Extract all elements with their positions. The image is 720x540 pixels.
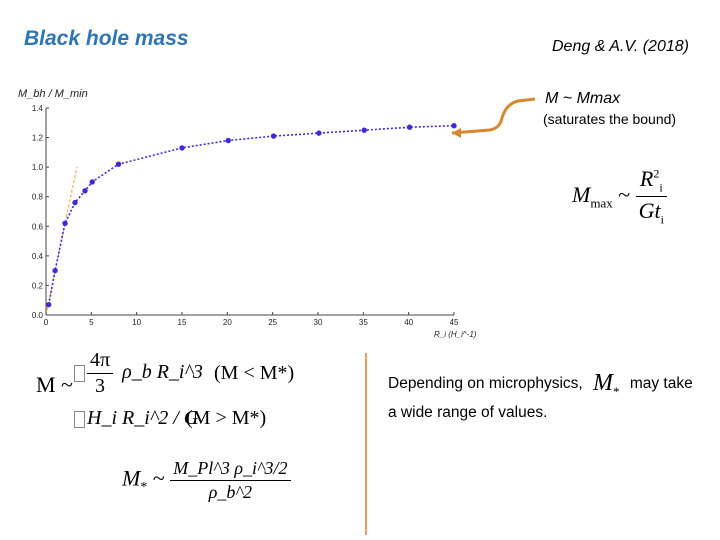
- annotation-note: (saturates the bound): [543, 111, 676, 127]
- data-point: [82, 188, 87, 193]
- y-tick-label: 0.8: [32, 193, 44, 202]
- x-tick-label: 30: [314, 318, 323, 327]
- chart-axes: [46, 108, 454, 315]
- note-text: Depending on microphysics, M* may take a…: [388, 373, 703, 423]
- mmax-sim: ~: [618, 182, 630, 207]
- mstar-formula: M* ~ M_Pl^3 ρ_i^3/2ρ_b^2: [122, 458, 291, 503]
- note-prefix: Depending on microphysics,: [388, 375, 583, 392]
- piecewise-lhs: M ~: [36, 372, 73, 398]
- mmax-fraction: R2i Gti: [636, 166, 667, 228]
- y-tick-label: 0.0: [32, 311, 44, 320]
- case2-expr: H_i R_i^2 / G: [87, 407, 198, 429]
- data-point: [271, 133, 276, 138]
- chart: 0 5 10 15 20 25 30 35 40 45 0.0 0.2 0.4 0.6 0.8 1.0 1.2 1…: [0, 0, 720, 540]
- mmax-lhs: M: [572, 182, 590, 207]
- x-tick-label: 10: [132, 318, 141, 327]
- case1-condition: (M < M*): [214, 362, 294, 385]
- series-line: [49, 126, 454, 305]
- data-point: [90, 179, 95, 184]
- case1-expr: ρ_b R_i^3: [122, 361, 203, 383]
- data-point: [179, 145, 184, 150]
- data-point: [451, 123, 456, 128]
- annotation-main: M ~ Mmax: [545, 90, 620, 108]
- y-tick-label: 1.2: [32, 134, 44, 143]
- data-point: [72, 200, 77, 205]
- data-point: [62, 221, 67, 226]
- x-tick-label: 40: [404, 318, 413, 327]
- x-tick-label: 5: [89, 318, 94, 327]
- y-tick-label: 0.6: [32, 222, 44, 231]
- data-point: [407, 125, 412, 130]
- mstar-symbol: M*: [593, 373, 620, 402]
- y-tick-label: 1.0: [32, 163, 44, 172]
- mmax-sub: max: [590, 195, 612, 210]
- x-tick-label: 15: [178, 318, 187, 327]
- y-tick-label: 0.4: [32, 252, 44, 261]
- x-tick-label: 45: [450, 318, 459, 327]
- case1: 4π3 ρ_b R_i^3: [74, 349, 203, 398]
- y-tick-label: 0.2: [32, 281, 44, 290]
- x-tick-label: 35: [359, 318, 368, 327]
- brace-placeholder-icon: [74, 365, 85, 382]
- data-point: [52, 268, 57, 273]
- case2: H_i R_i^2 / G: [74, 407, 198, 430]
- x-axis-label: R_i (H_i^-1): [434, 330, 477, 339]
- arrowhead-icon: [452, 128, 461, 138]
- data-point: [116, 161, 121, 166]
- x-tick-label: 0: [44, 318, 49, 327]
- x-tick-label: 25: [268, 318, 277, 327]
- y-tick-label: 1.4: [32, 104, 44, 113]
- case2-condition: (M > M*): [186, 407, 266, 430]
- annotation-arrow: [452, 99, 535, 133]
- x-tick-label: 20: [223, 318, 232, 327]
- data-point: [226, 138, 231, 143]
- data-point: [316, 130, 321, 135]
- brace-placeholder-icon: [74, 411, 85, 428]
- data-series: [46, 123, 457, 307]
- data-point: [362, 127, 367, 132]
- mmax-formula: Mmax ~ R2i Gti: [572, 166, 667, 228]
- data-point: [46, 302, 51, 307]
- axis-ticks: 0 5 10 15 20 25 30 35 40 45 0.0 0.2 0.4 0.6 0.8 1.0 1.2 1…: [32, 104, 477, 339]
